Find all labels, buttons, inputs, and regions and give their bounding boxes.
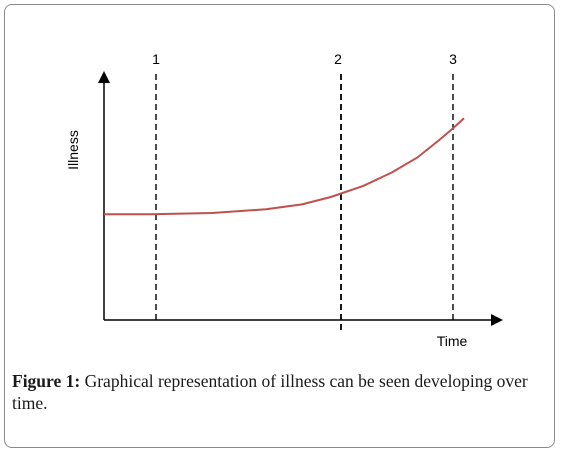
time-marker-label-1: 1 [152, 51, 160, 67]
y-axis-label: Illness [65, 130, 81, 170]
illness-curve [104, 117, 465, 216]
time-marker-label-2: 2 [334, 51, 342, 67]
figure-caption: Figure 1: Graphical representation of il… [12, 370, 552, 414]
time-marker-label-3: 3 [449, 51, 457, 67]
caption-lead: Figure 1: [12, 371, 81, 391]
x-axis-label: Time [437, 333, 468, 349]
figure-frame [4, 4, 555, 448]
caption-text: Graphical representation of illness can … [12, 371, 528, 413]
